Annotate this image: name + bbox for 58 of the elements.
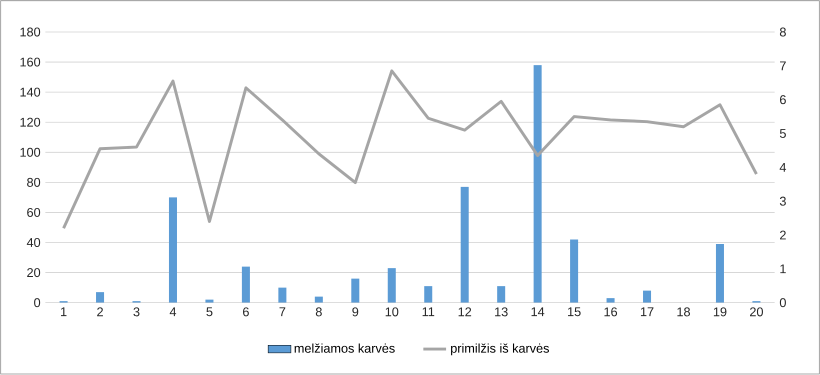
y-tick-label: 140 (20, 88, 40, 97)
legend-label: primilžis iš karvės (451, 344, 549, 356)
y-tick-label: 120 (20, 118, 40, 127)
bar (96, 292, 104, 303)
bar (388, 268, 396, 303)
y2-tick-label: 4 (780, 163, 786, 172)
y-tick-label: 20 (27, 268, 40, 278)
bar (242, 266, 250, 303)
y-tick-label: 0 (34, 298, 40, 308)
bar (278, 288, 286, 303)
y2-tick-label: 2 (780, 230, 786, 240)
y-tick-label: 40 (26, 238, 40, 248)
y2-tick-label: 1 (780, 264, 786, 274)
x-tick-label: 20 (750, 308, 763, 317)
bar (497, 286, 506, 303)
x-tick-label: 9 (352, 308, 358, 317)
bar (314, 296, 323, 303)
x-tick-label: 16 (604, 308, 618, 317)
y2-tick-label: 3 (780, 196, 786, 206)
x-tick-label: 15 (568, 308, 581, 316)
legend-label: melžiamos karvės (294, 344, 395, 353)
bar (460, 187, 469, 303)
x-tick-label: 2 (97, 308, 103, 316)
y-tick-label: 100 (20, 148, 40, 157)
bar (643, 290, 652, 303)
bar (205, 300, 214, 303)
x-tick-label: 17 (640, 308, 654, 316)
y2-tick-label: 5 (780, 129, 786, 138)
bar (606, 298, 615, 303)
bar (716, 244, 724, 303)
x-tick-label: 1 (61, 308, 66, 316)
y2-tick-label: 0 (780, 298, 786, 308)
bar (534, 65, 542, 303)
x-tick-label: 13 (495, 308, 508, 317)
bar (424, 286, 432, 303)
y2-tick-label: 8 (780, 28, 786, 37)
x-tick-label: 10 (386, 308, 398, 317)
x-tick-label: 7 (280, 308, 286, 316)
y-tick-label: 180 (20, 28, 40, 37)
line-series (62, 70, 758, 230)
x-tick-label: 18 (677, 308, 690, 317)
x-tick-label: 8 (316, 308, 322, 317)
x-tick-label: 11 (422, 308, 434, 316)
x-tick-label: 19 (714, 308, 726, 317)
y2-tick-label: 6 (780, 95, 786, 104)
x-tick-label: 6 (243, 308, 249, 317)
x-tick-label: 14 (532, 308, 544, 316)
y-tick-label: 160 (20, 58, 40, 67)
y-tick-label: 60 (27, 208, 40, 218)
x-tick-label: 4 (170, 308, 176, 316)
x-tick-label: 3 (133, 308, 140, 317)
x-tick-label: 5 (206, 308, 212, 316)
y-tick-label: 80 (27, 178, 40, 188)
x-tick-label: 12 (458, 308, 472, 316)
bar (570, 240, 578, 303)
y2-tick-label: 7 (780, 62, 786, 70)
bar (351, 278, 360, 303)
bar (168, 198, 177, 303)
